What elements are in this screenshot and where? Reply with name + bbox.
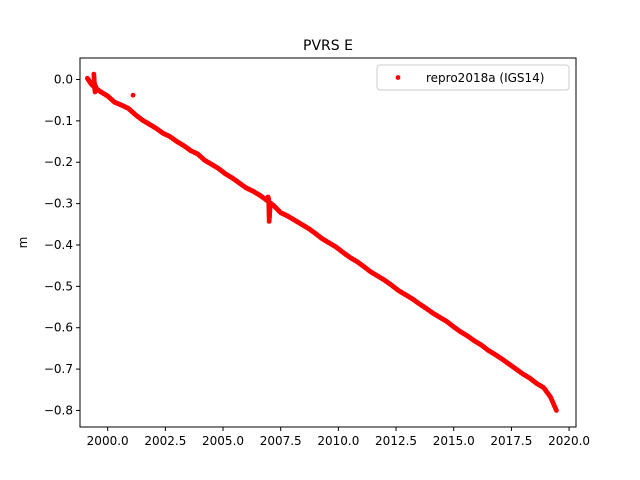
- y-tick-label: −0.2: [44, 155, 73, 169]
- x-tick-label: 2017.5: [490, 434, 532, 448]
- y-tick-label: −0.8: [44, 403, 73, 417]
- data-point-series-0: [267, 202, 273, 208]
- legend: repro2018a (IGS14): [376, 64, 570, 91]
- y-tick-label: −0.5: [44, 279, 73, 293]
- y-tick-label: −0.1: [44, 114, 73, 128]
- legend-marker: [395, 75, 401, 80]
- y-tick-label: −0.7: [44, 362, 73, 376]
- x-axis-ticks: 2000.0 2002.5 2005.0 2007.5 2010.0 2012.5 2015…: [87, 427, 590, 448]
- x-tick-label: 2000.0: [87, 434, 129, 448]
- plot-frame: [79, 57, 577, 428]
- x-tick-label: 2002.5: [144, 434, 186, 448]
- data-point-series-0: [93, 84, 99, 90]
- legend-box: [376, 64, 570, 91]
- x-tick-label: 2012.5: [375, 434, 417, 448]
- y-tick-label: −0.4: [44, 238, 73, 252]
- chart-title: PVRS E: [303, 38, 353, 54]
- x-tick-label: 2005.0: [202, 434, 244, 448]
- y-tick-label: −0.6: [44, 321, 73, 335]
- y-axis-label: m: [16, 237, 30, 249]
- y-axis-ticks: 0.0 −0.1 −0.2 −0.3 −0.4 −0.5 −0.6 −0.7 −0.8: [44, 73, 80, 417]
- x-tick-label: 2010.0: [317, 434, 359, 448]
- y-tick-label: 0.0: [54, 73, 73, 87]
- x-tick-label: 2007.5: [260, 434, 302, 448]
- legend-label-series-0: repro2018a (IGS14): [426, 71, 544, 85]
- x-tick-label: 2020.0: [548, 434, 590, 448]
- y-tick-label: −0.3: [44, 197, 73, 211]
- points-layer: [84, 71, 559, 413]
- data-point-series-0: [130, 92, 136, 98]
- data-point-series-0: [553, 406, 559, 412]
- x-tick-label: 2015.0: [433, 434, 475, 448]
